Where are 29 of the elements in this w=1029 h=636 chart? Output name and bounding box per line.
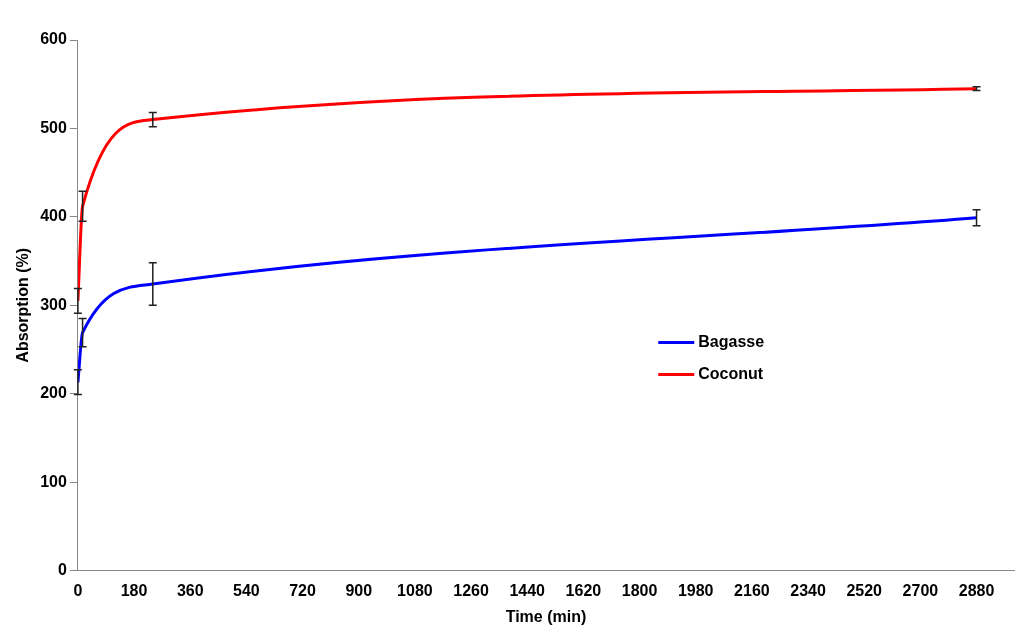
x-tick-label: 1620: [565, 581, 602, 599]
y-tick-label: 400: [40, 207, 67, 225]
x-tick-label: 1440: [509, 581, 546, 599]
x-tick-label: 900: [345, 581, 373, 599]
x-tick-label: 0: [73, 581, 83, 599]
y-tick-label: 500: [40, 118, 67, 136]
legend-label: Coconut: [698, 364, 764, 382]
y-tick-label: 300: [40, 295, 67, 313]
x-axis-title: Time (min): [505, 607, 587, 625]
x-tick-label: 1080: [397, 581, 433, 599]
x-tick-label: 2340: [790, 581, 826, 599]
x-tick-label: 180: [120, 581, 148, 599]
x-tick-label: 2160: [734, 581, 770, 599]
x-tick-label: 1800: [621, 581, 658, 599]
x-tick-label: 2880: [958, 581, 995, 599]
x-tick-label: 360: [176, 581, 204, 599]
y-tick-label: 200: [40, 384, 67, 402]
y-tick-label: 0: [57, 561, 67, 579]
legend-label: Bagasse: [698, 332, 765, 350]
x-tick-label: 1260: [453, 581, 489, 599]
y-axis-title: Absorption (%): [14, 247, 32, 363]
y-tick-label: 600: [40, 30, 67, 48]
x-tick-label: 540: [233, 581, 260, 599]
line-series: [77, 216, 979, 384]
x-tick-label: 2520: [846, 581, 883, 599]
x-tick-label: 2700: [902, 581, 939, 599]
y-tick-label: 100: [40, 472, 67, 490]
x-tick-label: 1980: [677, 581, 714, 599]
x-tick-label: 720: [289, 581, 317, 599]
